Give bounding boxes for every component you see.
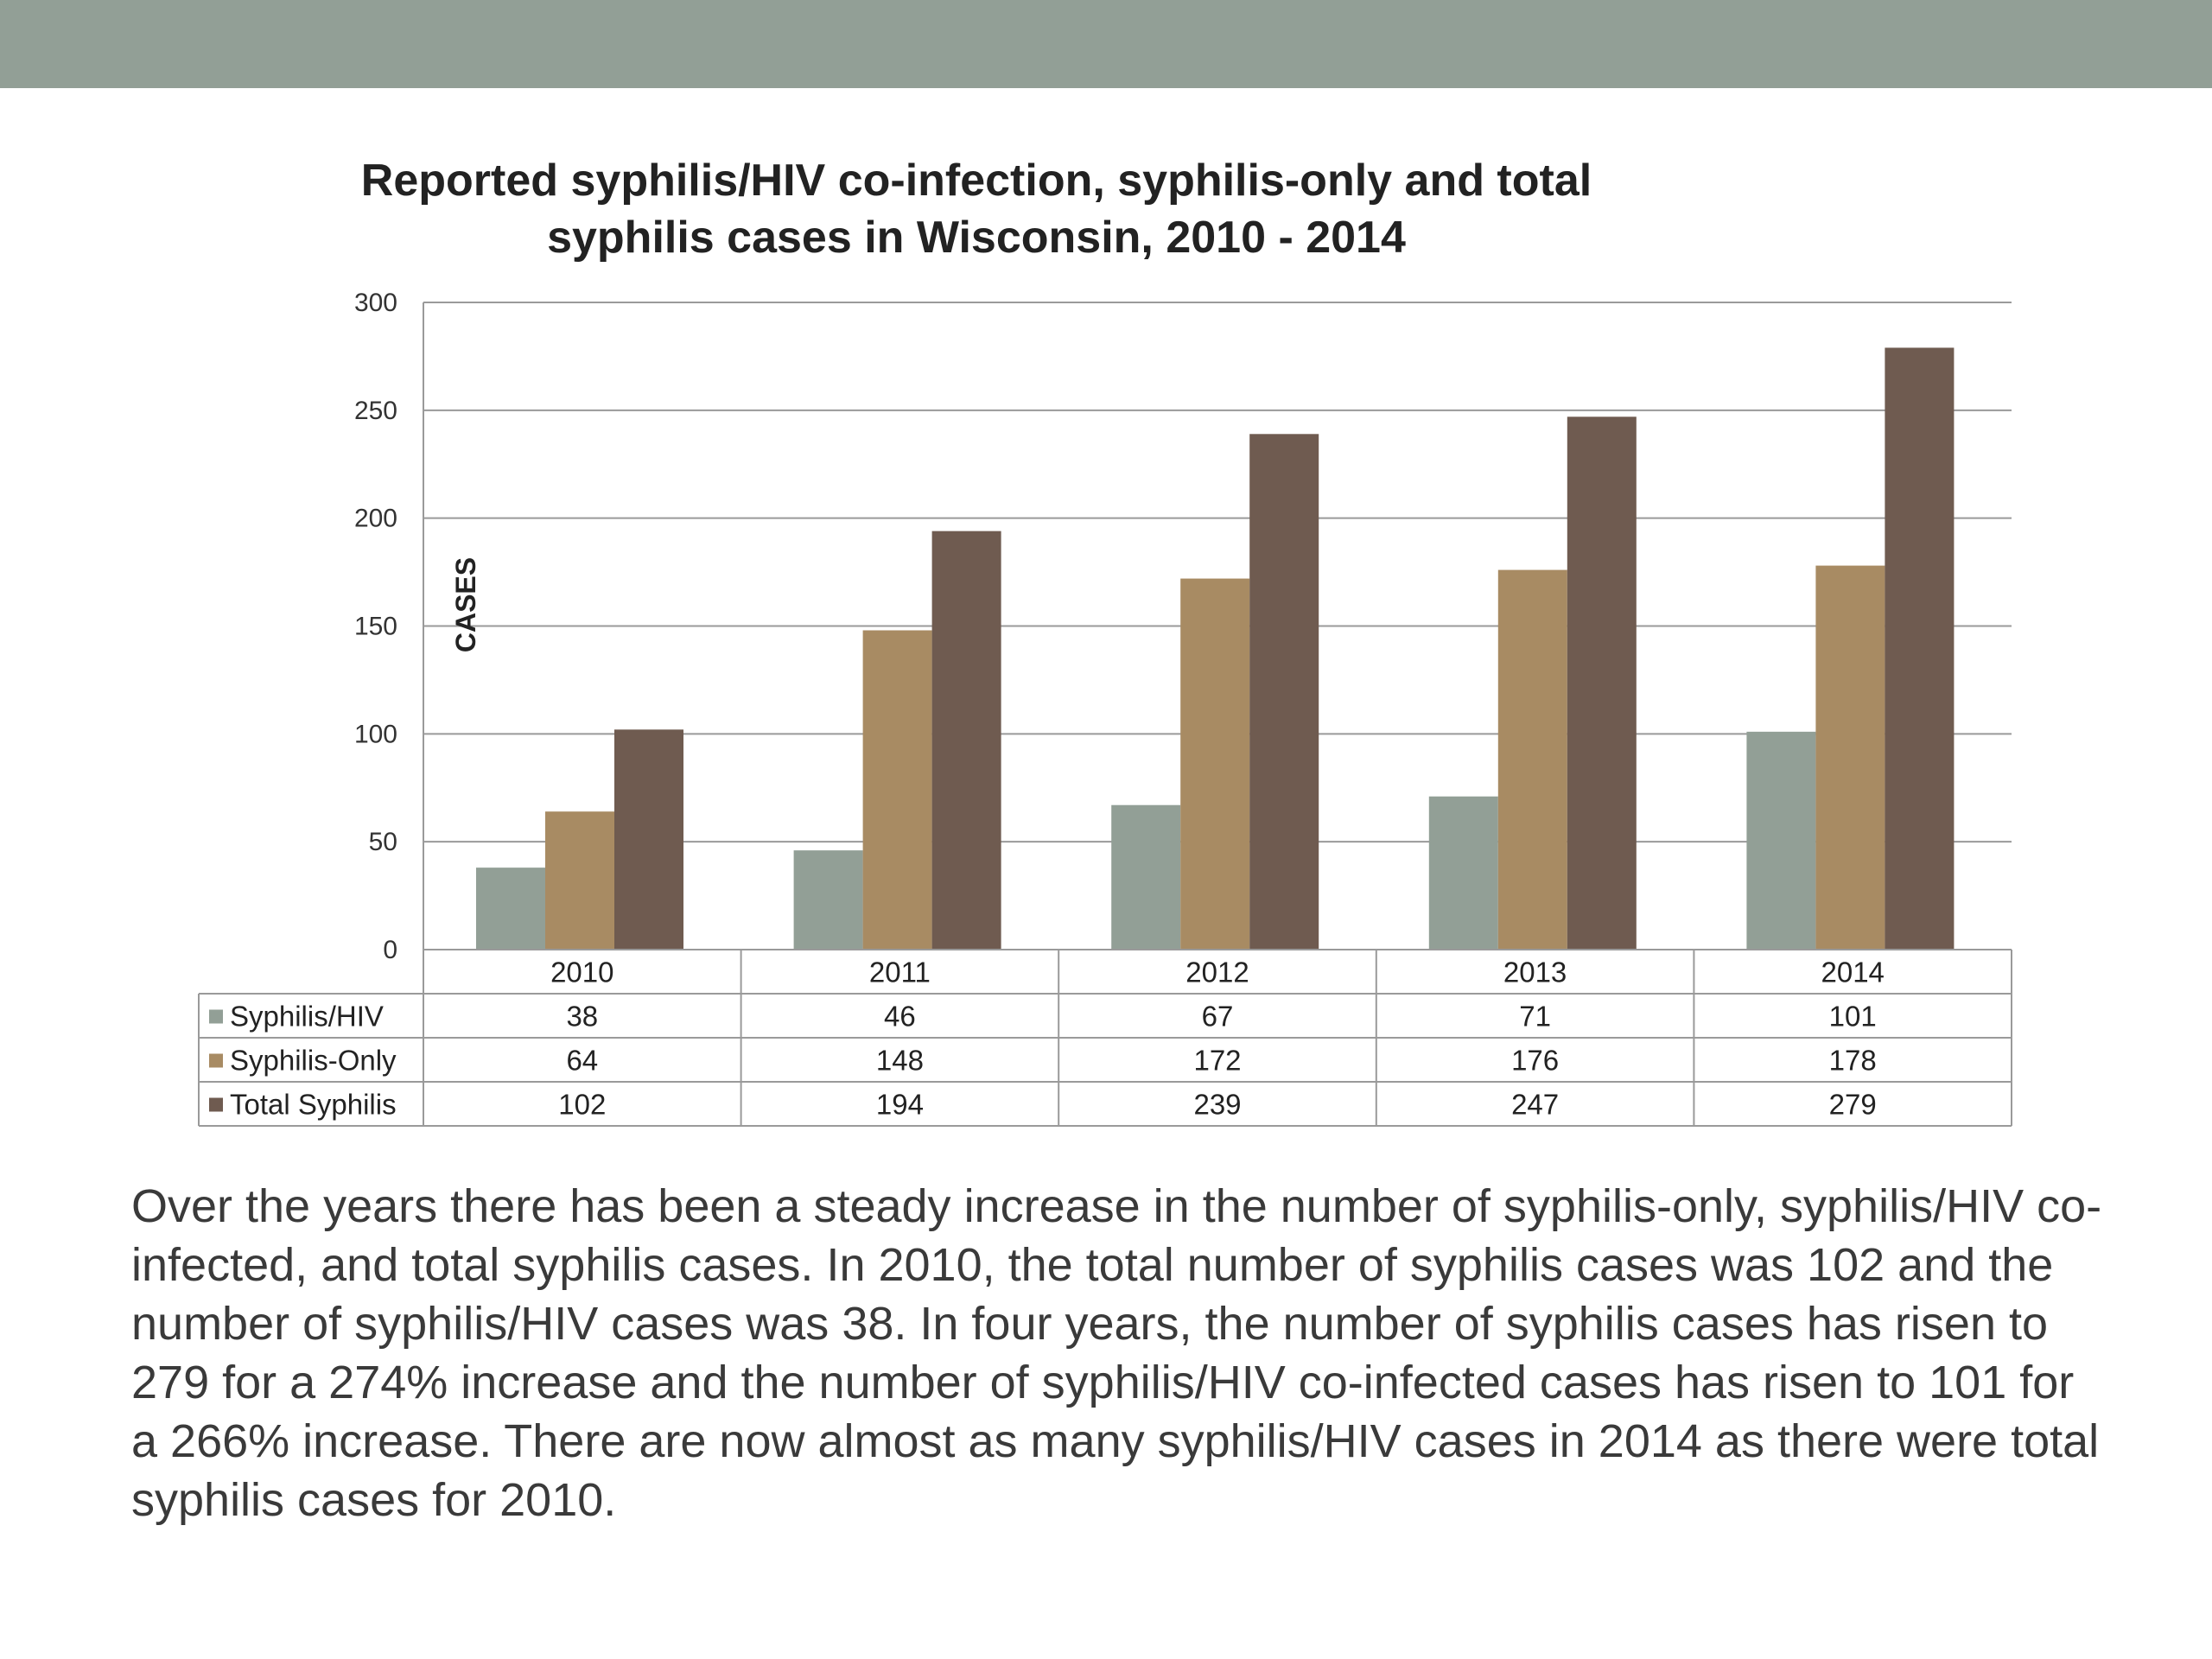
bar-total-syphilis-2011 <box>931 531 1001 950</box>
y-axis-label: CASES <box>450 557 481 652</box>
bar-syphilis-hiv-2011 <box>793 850 863 950</box>
bar-syphilis-hiv-2012 <box>1111 804 1181 950</box>
table-cell-value: 279 <box>1829 1089 1877 1121</box>
table-cell-value: 102 <box>558 1089 606 1121</box>
x-tick-label: 2014 <box>1821 957 1884 988</box>
table-cell-value: 38 <box>566 1001 598 1033</box>
x-tick-label: 2011 <box>869 957 931 988</box>
bar-syphilis-only-2013 <box>1497 569 1567 950</box>
y-tick-label: 100 <box>354 720 397 748</box>
legend-swatch <box>209 1053 223 1068</box>
bar-total-syphilis-2012 <box>1249 434 1319 950</box>
bar-total-syphilis-2010 <box>614 729 683 950</box>
table-cell-value: 71 <box>1519 1001 1551 1033</box>
bar-syphilis-only-2012 <box>1180 578 1250 950</box>
table-cell-value: 194 <box>876 1089 924 1121</box>
chart-title: Reported syphilis/HIV co-infection, syph… <box>360 156 1592 263</box>
body-paragraph: Over the years there has been a steady i… <box>131 1180 2102 1526</box>
table-cell-value: 67 <box>1202 1001 1234 1033</box>
bar-syphilis-only-2011 <box>862 630 932 950</box>
x-tick-label: 2010 <box>550 957 613 988</box>
bar-total-syphilis-2014 <box>1885 347 1955 950</box>
y-tick-label: 50 <box>369 828 397 856</box>
bar-syphilis-hiv-2010 <box>476 868 545 950</box>
table-cell-value: 247 <box>1511 1089 1559 1121</box>
table-cell-value: 101 <box>1829 1001 1877 1033</box>
legend-label: Syphilis/HIV <box>230 1001 384 1033</box>
bar-syphilis-only-2010 <box>545 811 614 950</box>
bar-syphilis-hiv-2013 <box>1428 796 1498 950</box>
table-cell-value: 46 <box>884 1001 916 1033</box>
legend-swatch <box>209 1097 223 1112</box>
table-cell-value: 172 <box>1193 1045 1241 1077</box>
legend-label: Syphilis-Only <box>230 1045 397 1077</box>
y-tick-label: 300 <box>354 289 397 317</box>
legend-label: Total Syphilis <box>230 1089 397 1121</box>
table-cell-value: 176 <box>1511 1045 1559 1077</box>
legend-swatch <box>209 1009 223 1024</box>
header-bar <box>0 0 2212 88</box>
y-tick-label: 0 <box>383 936 397 964</box>
x-tick-label: 2012 <box>1185 957 1249 988</box>
y-tick-label: 150 <box>354 613 397 641</box>
x-tick-label: 2013 <box>1503 957 1567 988</box>
y-tick-label: 250 <box>354 397 397 425</box>
table-cell-value: 239 <box>1193 1089 1241 1121</box>
bar-syphilis-only-2014 <box>1815 565 1885 950</box>
bar-total-syphilis-2013 <box>1567 416 1637 950</box>
y-tick-label: 200 <box>354 505 397 533</box>
table-cell-value: 148 <box>876 1045 924 1077</box>
table-cell-value: 178 <box>1829 1045 1877 1077</box>
table-cell-value: 64 <box>566 1045 598 1077</box>
bar-syphilis-hiv-2014 <box>1746 731 1816 950</box>
bar-chart: 0 50 100 150 200 250 300 CASES 2010 2011 2012 2013 2… <box>198 289 2012 1127</box>
